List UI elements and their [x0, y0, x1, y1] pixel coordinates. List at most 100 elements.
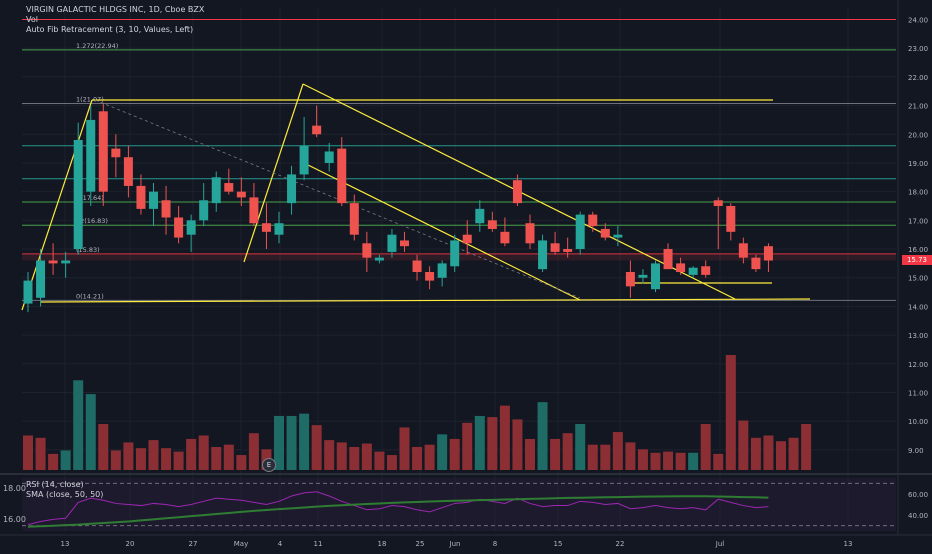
price-axis-label: 18.00 — [908, 189, 928, 197]
volume-bar — [499, 405, 510, 470]
time-axis-label: 11 — [314, 540, 323, 548]
rsi-axis-label: 60.00 — [908, 491, 928, 499]
price-axis-label: 19.00 — [908, 160, 928, 168]
volume-bar — [85, 394, 96, 470]
time-axis-label: 18 — [378, 540, 387, 548]
candle-body — [161, 200, 171, 218]
candle-body — [312, 125, 322, 135]
candle-body — [48, 260, 58, 264]
price-axis-label: 14.00 — [908, 303, 928, 311]
volume-bar — [286, 415, 297, 470]
candle-body — [236, 191, 246, 198]
fib-level-label: 1.272(22.94) — [76, 42, 118, 50]
candle-body — [588, 214, 598, 227]
fib-level-label: 0(14.21) — [76, 292, 104, 300]
candle-body — [299, 145, 309, 175]
price-axis-label: 20.00 — [908, 131, 928, 139]
volume-bar — [801, 424, 812, 470]
candle-body — [274, 223, 284, 235]
symbol-title[interactable]: VIRGIN GALACTIC HLDGS INC, 1D, Cboe BZX — [26, 5, 205, 14]
price-axis-label: 15.00 — [908, 275, 928, 283]
candle-body — [199, 200, 209, 221]
time-axis-label: Jul — [715, 540, 725, 548]
volume-bar — [512, 419, 523, 470]
time-axis-label: 15 — [554, 540, 563, 548]
candle-body — [36, 260, 46, 298]
candle-body — [437, 263, 447, 278]
candle-body — [512, 180, 522, 204]
price-axis-label: 11.00 — [908, 390, 928, 398]
candle-body — [500, 231, 510, 244]
candle-body — [487, 220, 497, 229]
time-axis-label: 20 — [126, 540, 135, 548]
volume-bar — [449, 438, 460, 470]
candle-body — [563, 249, 573, 252]
volume-bar — [98, 424, 109, 470]
candle-body — [462, 234, 472, 244]
rsi-legend-label[interactable]: RSI (14, close) — [26, 480, 84, 489]
price-axis-label: 22.00 — [908, 74, 928, 82]
volume-bar — [637, 449, 648, 470]
time-axis-label: 13 — [61, 540, 70, 548]
volume-bar — [663, 451, 674, 470]
rsi-line — [27, 491, 769, 526]
time-axis-label: 8 — [493, 540, 497, 548]
candle-body — [412, 260, 422, 272]
volume-bar — [324, 440, 335, 470]
volume-bar — [575, 424, 586, 470]
volume-bar — [311, 425, 322, 470]
candle-body — [337, 148, 347, 204]
candle-body — [362, 243, 372, 258]
candle-body — [174, 217, 184, 238]
fib-legend[interactable]: Auto Fib Retracement (3, 10, Values, Lef… — [26, 25, 194, 34]
volume-bar — [788, 437, 799, 470]
candle-body — [450, 240, 460, 267]
volume-bar — [123, 442, 134, 470]
fib-level-label: 82(16.83) — [76, 217, 108, 225]
volume-bar — [211, 447, 222, 470]
support-line-bottom — [39, 298, 811, 303]
volume-bar — [198, 435, 209, 470]
candle-body — [651, 263, 660, 290]
price-axis-label: 9.00 — [908, 447, 924, 455]
rsi-legend: RSI (14, close) SMA (close, 50, 50) — [26, 480, 103, 500]
candle-body — [349, 203, 359, 235]
fib-level-label: (15.83) — [76, 246, 100, 254]
candle-body — [211, 177, 221, 204]
earnings-marker-icon[interactable]: E — [262, 458, 276, 472]
volume-bar — [713, 453, 724, 470]
rsi-band-background — [22, 478, 896, 531]
candle-body — [186, 220, 196, 235]
candle-body — [136, 185, 146, 209]
candle-body — [763, 246, 773, 261]
candle-body — [525, 223, 535, 244]
volume-bar — [412, 447, 423, 470]
time-axis-label: Jun — [449, 540, 461, 548]
volume-bar — [35, 437, 46, 470]
volume-bar — [675, 452, 686, 470]
left-scale-label-16: 16.00 — [3, 515, 26, 524]
volume-bar — [73, 380, 84, 470]
volume-bar — [186, 438, 197, 470]
legend: VIRGIN GALACTIC HLDGS INC, 1D, Cboe BZX … — [26, 5, 204, 35]
volume-bar — [437, 434, 448, 470]
candle-body — [688, 267, 698, 275]
candle-body — [400, 240, 409, 247]
volume-bar — [612, 432, 623, 470]
rsi-axis-label: 40.00 — [908, 512, 928, 520]
sma-legend-label[interactable]: SMA (close, 50, 50) — [26, 490, 104, 499]
trendline-down-channel-bottom — [305, 163, 581, 301]
candle-body — [224, 183, 234, 192]
candle-body — [676, 263, 686, 272]
volume-bar — [587, 444, 598, 470]
volume-bar — [650, 452, 661, 470]
volume-bar — [60, 450, 71, 470]
candle-body — [374, 257, 384, 261]
candle-body — [538, 240, 548, 270]
price-axis-label: 13.00 — [908, 332, 928, 340]
volume-bar — [361, 443, 372, 470]
candle-body — [261, 223, 271, 232]
volume-legend[interactable]: Vol — [26, 15, 38, 24]
